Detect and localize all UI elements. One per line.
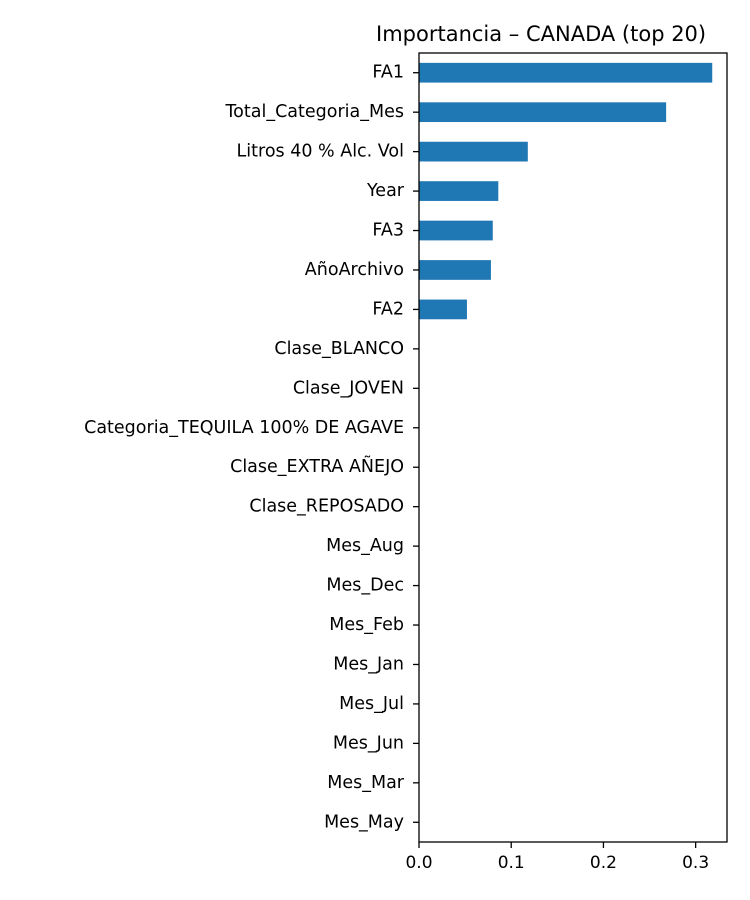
y-tick-label: Mes_Jun xyxy=(333,733,404,753)
y-tick-label: Clase_EXTRA AÑEJO xyxy=(230,455,404,477)
bar xyxy=(419,260,491,280)
bars-group xyxy=(419,62,713,320)
x-ticks: 0.0 0.1 0.2 0.3 xyxy=(405,842,709,873)
y-ticks xyxy=(413,72,419,823)
y-tick-label: Total_Categoria_Mes xyxy=(224,102,404,122)
bar xyxy=(419,220,493,241)
y-tick-label: FA2 xyxy=(372,299,404,319)
bar xyxy=(419,141,528,162)
bar xyxy=(419,62,713,83)
chart-title: Importancia – CANADA (top 20) xyxy=(376,22,706,46)
y-tick-label: Year xyxy=(366,181,405,201)
category-labels: FA1 Total_Categoria_Mes Litros 40 % Alc. V… xyxy=(84,63,405,833)
x-tick-label: 0.1 xyxy=(498,853,525,873)
plot-frame xyxy=(418,52,728,843)
y-tick-label: Mes_Jan xyxy=(333,654,404,674)
x-tick-label: 0.0 xyxy=(405,853,432,873)
y-tick-label: Categoria_TEQUILA 100% DE AGAVE xyxy=(84,418,404,438)
y-tick-label: Mes_May xyxy=(324,812,404,832)
bar xyxy=(419,102,667,123)
y-tick-label: Mes_Feb xyxy=(329,615,404,635)
y-tick-label: Clase_REPOSADO xyxy=(249,497,404,517)
x-tick-label: 0.2 xyxy=(590,853,617,873)
y-tick-label: AñoArchivo xyxy=(305,260,404,280)
y-tick-label: Clase_BLANCO xyxy=(274,339,404,359)
y-tick-label: Litros 40 % Alc. Vol xyxy=(237,142,404,162)
y-tick-label: Clase_JOVEN xyxy=(293,378,404,398)
y-tick-label: FA3 xyxy=(372,221,404,241)
y-tick-label: Mes_Aug xyxy=(326,536,404,556)
bar xyxy=(419,181,499,201)
y-tick-label: FA1 xyxy=(372,63,404,83)
y-tick-label: Mes_Dec xyxy=(326,576,404,596)
bar xyxy=(419,299,467,320)
y-tick-label: Mes_Mar xyxy=(327,773,405,793)
y-tick-label: Mes_Jul xyxy=(339,694,404,714)
x-tick-label: 0.3 xyxy=(682,853,709,873)
